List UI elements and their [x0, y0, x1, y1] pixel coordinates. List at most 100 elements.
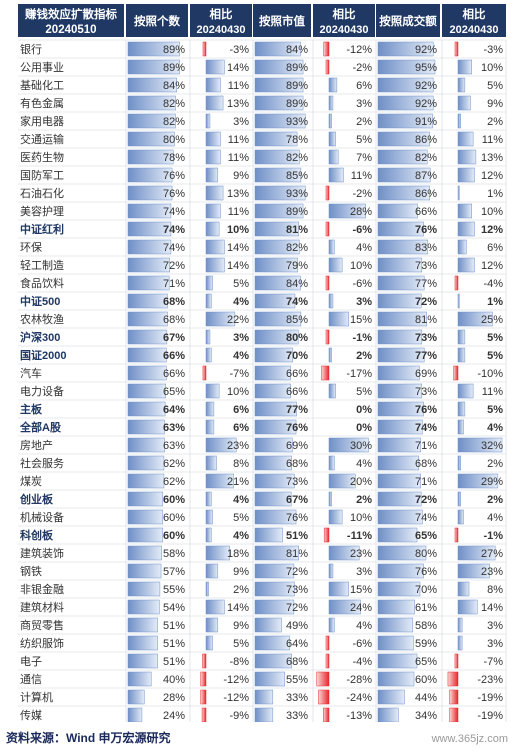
bar-count_chg [205, 203, 221, 219]
row-label: 轻工制造 [20, 258, 64, 272]
bar-mcap [254, 419, 297, 435]
bar-count_chg [205, 599, 225, 615]
value-mcap_chg: -11% [347, 530, 372, 542]
value-turnover: 76% [415, 224, 437, 236]
value-count: 89% [163, 62, 185, 74]
bar-turnover [377, 365, 420, 381]
bar-mcap_chg [325, 653, 330, 669]
bar-mcap_chg [328, 239, 335, 255]
bar-mcap_chg [328, 131, 336, 147]
value-turnover: 92% [415, 98, 437, 110]
bar-count_chg [205, 185, 224, 201]
value-turnover_chg: 25% [481, 314, 503, 326]
header-cell-turnover_chg [442, 4, 506, 37]
row-label: 家用电器 [20, 114, 64, 128]
row-label: 通信 [20, 673, 42, 686]
row-label: 创业板 [19, 492, 54, 506]
value-mcap_chg: 30% [350, 440, 372, 452]
bar-mcap [254, 95, 304, 111]
value-mcap: 66% [286, 368, 308, 380]
bar-turnover [377, 581, 421, 597]
value-count_chg: 5% [233, 278, 249, 290]
bar-count [127, 311, 168, 327]
value-mcap_chg: 4% [356, 620, 372, 632]
value-mcap: 33% [286, 692, 308, 704]
bar-count [127, 419, 165, 435]
value-count: 84% [163, 80, 185, 92]
value-mcap: 68% [286, 458, 308, 470]
value-turnover_chg: -19% [477, 692, 503, 704]
bar-turnover_chg [457, 95, 471, 111]
bar-mcap_chg [328, 581, 349, 597]
value-count: 51% [163, 620, 185, 632]
bar-turnover_chg [457, 239, 467, 255]
bar-mcap_chg [325, 221, 330, 237]
bar-count_chg [205, 419, 215, 435]
value-count: 63% [163, 440, 185, 452]
bar-mcap_chg [328, 293, 334, 309]
value-turnover: 87% [415, 170, 437, 182]
bar-count_chg [205, 77, 221, 93]
row-label: 沪深300 [20, 330, 60, 344]
bar-turnover_chg [457, 581, 470, 597]
value-mcap_chg: -17% [346, 368, 372, 380]
value-mcap_chg: -6% [352, 638, 372, 650]
value-mcap_chg: -4% [352, 656, 372, 668]
bar-count_chg [205, 545, 230, 561]
bar-turnover [377, 509, 423, 525]
bar-mcap_chg [328, 257, 343, 273]
bar-mcap_chg [328, 149, 339, 165]
value-turnover_chg: 27% [481, 548, 503, 560]
value-mcap: 55% [286, 674, 308, 686]
bar-mcap_chg [328, 473, 356, 489]
bar-count_chg [202, 41, 207, 57]
row-label: 传媒 [20, 709, 42, 722]
value-mcap_chg: -12% [346, 44, 372, 56]
bar-count [127, 509, 164, 525]
value-count: 60% [163, 530, 185, 542]
bar-count_chg [205, 455, 217, 471]
value-mcap_chg: -6% [352, 278, 372, 290]
bar-count [127, 113, 176, 129]
value-mcap_chg: -2% [352, 188, 372, 200]
bar-turnover [377, 131, 430, 147]
value-count_chg: 6% [233, 422, 249, 434]
value-count_chg: 21% [227, 476, 249, 488]
bar-mcap_chg [328, 491, 332, 507]
value-count_chg: 11% [228, 80, 249, 92]
row-label: 基础化工 [20, 78, 64, 92]
bar-mcap_chg [328, 347, 332, 363]
value-turnover_chg: 3% [487, 620, 503, 632]
value-mcap: 82% [286, 152, 308, 164]
row-label: 银行 [20, 42, 42, 56]
value-count: 82% [163, 98, 185, 110]
bar-count_chg [205, 401, 215, 417]
bar-turnover [377, 689, 405, 705]
value-mcap: 68% [286, 656, 308, 668]
bar-mcap [254, 617, 282, 633]
bar-turnover_chg [457, 473, 499, 489]
row-label: 房地产 [20, 438, 53, 452]
value-mcap_chg: -24% [346, 692, 372, 704]
bar-count_chg [205, 635, 213, 651]
value-mcap_chg: 4% [356, 242, 372, 254]
header-cell-count [126, 4, 188, 37]
value-count: 58% [163, 548, 185, 560]
value-turnover: 77% [415, 278, 437, 290]
row-label: 主板 [20, 402, 43, 416]
value-turnover: 95% [415, 62, 437, 74]
value-turnover_chg: 12% [481, 224, 503, 236]
value-count: 57% [163, 566, 185, 578]
header-title-cell [18, 4, 124, 37]
bar-mcap [254, 563, 295, 579]
bar-turnover_chg [457, 599, 478, 615]
bar-count_chg [205, 329, 211, 345]
value-count: 63% [163, 422, 185, 434]
header-label-mcap_chg: 相比 [333, 7, 356, 21]
bar-mcap_chg [328, 599, 361, 615]
bar-turnover_chg [454, 41, 459, 57]
value-mcap: 67% [286, 494, 308, 506]
header-cell-mcap_chg [313, 4, 375, 37]
bar-turnover_chg [457, 185, 460, 201]
value-count_chg: 3% [233, 332, 249, 344]
